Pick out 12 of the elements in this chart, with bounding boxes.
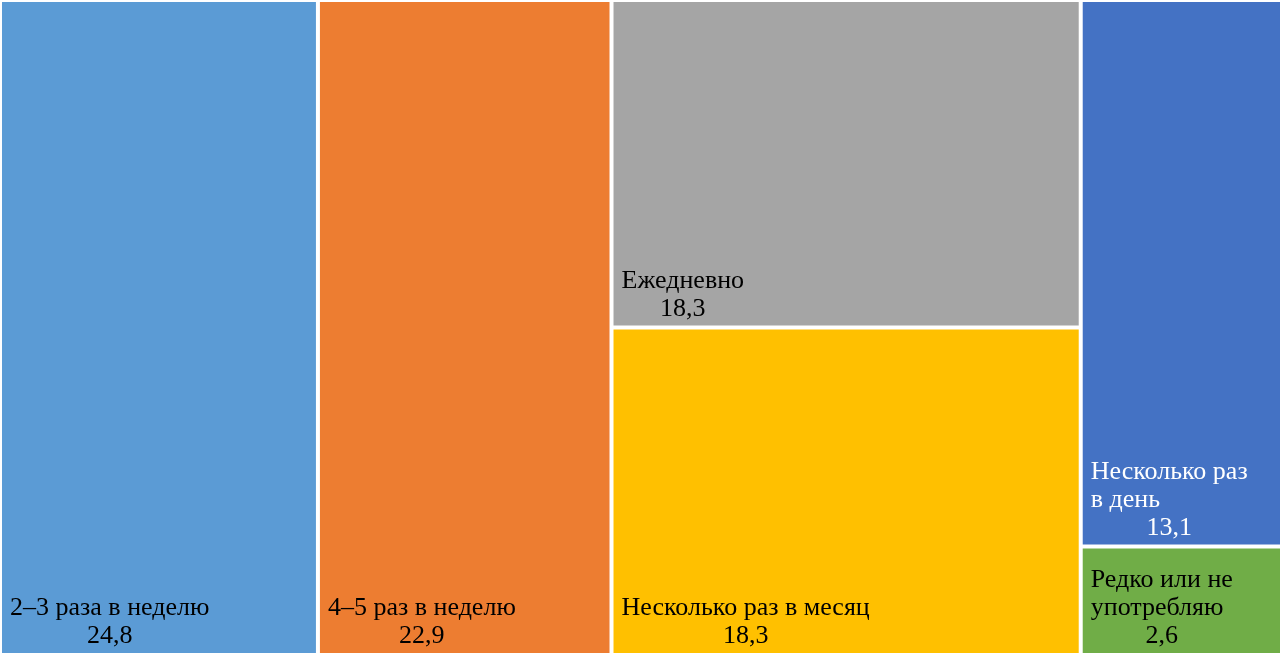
data-label: 2,6 xyxy=(1145,620,1179,649)
data-label: 18,3 xyxy=(660,292,706,322)
category-label: Несколько раз в день xyxy=(1090,455,1248,513)
category-label: 2–3 раза в неделю xyxy=(10,592,210,621)
category-label: Несколько раз в месяц xyxy=(621,592,870,621)
category-label: Редко или не употребляю xyxy=(1090,564,1233,621)
category-label: 4–5 раз в неделю xyxy=(327,592,516,621)
data-label: 24,8 xyxy=(86,620,133,649)
data-label: 13,1 xyxy=(1146,511,1192,541)
category-label: Ежедневно xyxy=(621,264,745,294)
data-label: 22,9 xyxy=(399,620,445,649)
data-label: 18,3 xyxy=(722,620,769,649)
